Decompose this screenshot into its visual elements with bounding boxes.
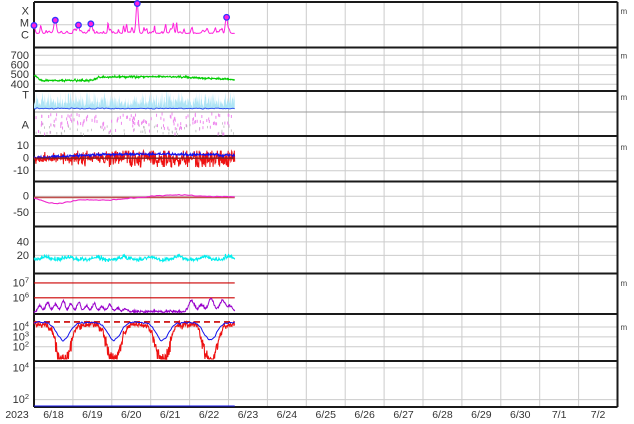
svg-text:6/26: 6/26: [354, 409, 375, 421]
svg-text:M: M: [20, 18, 29, 30]
svg-text:6/29: 6/29: [471, 409, 492, 421]
svg-text:m: m: [621, 7, 628, 16]
svg-text:m: m: [621, 279, 628, 288]
svg-text:20: 20: [17, 250, 29, 262]
svg-text:2023: 2023: [5, 409, 29, 421]
svg-text:6/22: 6/22: [199, 409, 220, 421]
svg-text:6/19: 6/19: [82, 409, 103, 421]
svg-text:10: 10: [17, 140, 29, 152]
svg-text:6/30: 6/30: [510, 409, 531, 421]
svg-text:40: 40: [17, 236, 29, 248]
svg-text:X: X: [22, 6, 30, 18]
svg-text:7/2: 7/2: [591, 409, 606, 421]
svg-text:6/27: 6/27: [393, 409, 414, 421]
svg-text:m: m: [621, 51, 628, 60]
svg-text:T: T: [22, 90, 29, 102]
svg-text:6/25: 6/25: [316, 409, 337, 421]
svg-text:-10: -10: [13, 165, 29, 177]
svg-text:C: C: [21, 30, 29, 42]
svg-text:6/28: 6/28: [432, 409, 453, 421]
svg-text:m: m: [621, 323, 628, 332]
svg-text:6/24: 6/24: [277, 409, 298, 421]
svg-text:A: A: [22, 120, 30, 132]
svg-text:m: m: [621, 93, 628, 102]
svg-text:7/1: 7/1: [552, 409, 567, 421]
svg-text:6/21: 6/21: [160, 409, 181, 421]
svg-text:0: 0: [23, 191, 29, 203]
svg-text:6/20: 6/20: [121, 409, 142, 421]
svg-text:m: m: [621, 143, 628, 152]
svg-text:6/18: 6/18: [43, 409, 64, 421]
svg-text:6/23: 6/23: [238, 409, 259, 421]
svg-text:0: 0: [23, 153, 29, 165]
svg-text:-50: -50: [13, 207, 29, 219]
